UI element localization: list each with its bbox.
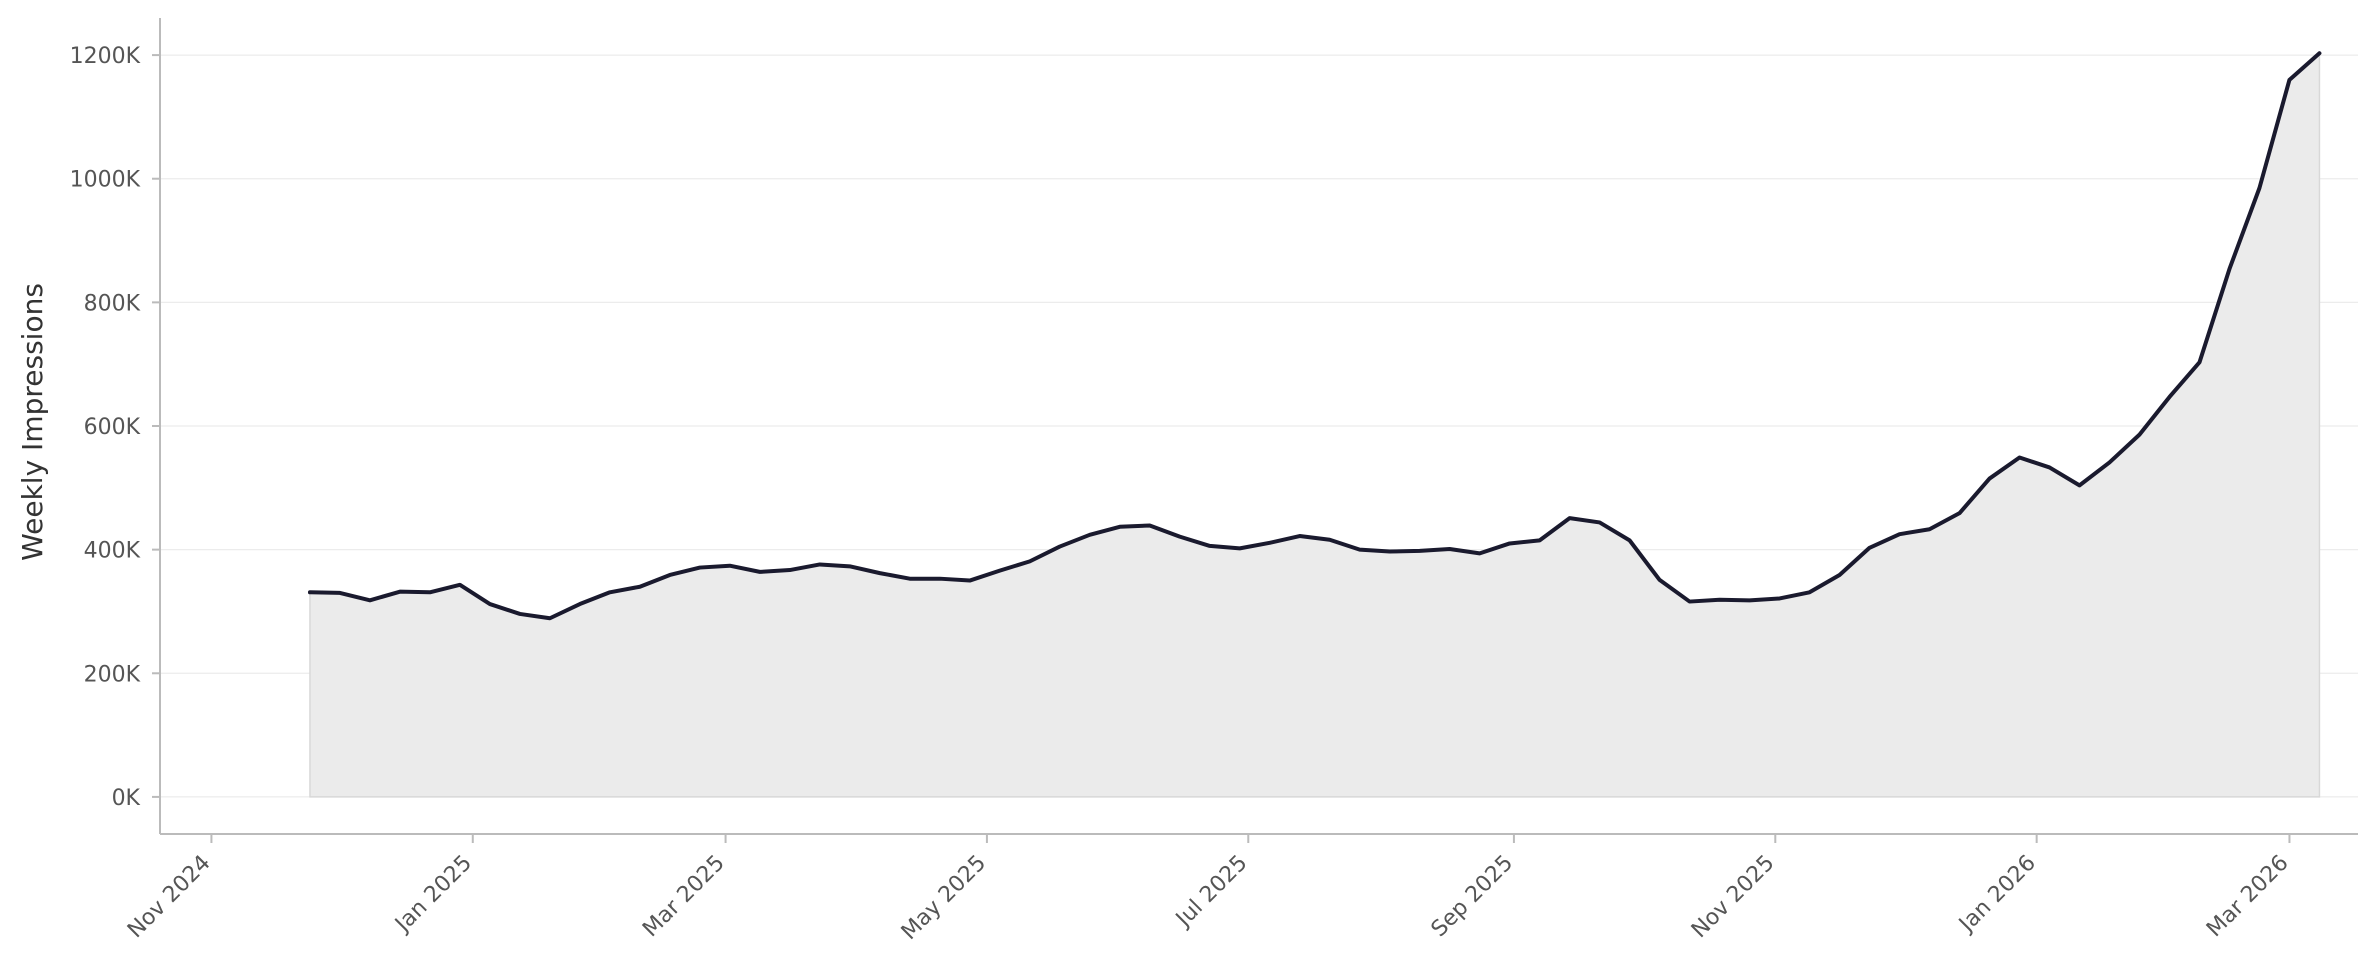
x-tick-label-1: Jan 2025 <box>389 851 477 939</box>
y-tick-label-1: 200K <box>84 662 141 687</box>
x-tick-label-0: Nov 2024 <box>123 851 216 944</box>
y-tick-label-5: 1000K <box>70 168 141 193</box>
x-tick-label-2: Mar 2025 <box>638 851 730 943</box>
x-tick-label-5: Sep 2025 <box>1427 851 1519 943</box>
y-axis-title: Weekly Impressions <box>16 283 49 561</box>
x-tick-label-7: Jan 2026 <box>1953 851 2041 939</box>
series-line <box>307 51 2322 621</box>
y-tick-label-6: 1200K <box>70 44 141 69</box>
x-tick-label-4: Jul 2025 <box>1170 851 1252 933</box>
y-tick-label-0: 0K <box>112 786 141 811</box>
area-fill <box>309 51 2321 798</box>
y-tick-label-2: 400K <box>84 539 141 564</box>
y-tick-label-4: 800K <box>84 291 141 316</box>
x-tick-label-3: May 2025 <box>897 851 991 945</box>
x-tick-label-8: Mar 2026 <box>2202 851 2294 943</box>
x-axis-ticks: Nov 2024 Jan 2025 Mar 2025 May 2025 Jul 2025… <box>123 834 2294 945</box>
x-tick-label-6: Nov 2025 <box>1687 851 1780 944</box>
y-tick-label-3: 600K <box>84 415 141 440</box>
y-axis-ticks: 0K 200K 400K 600K 800K 1000K 1200K <box>70 44 160 811</box>
